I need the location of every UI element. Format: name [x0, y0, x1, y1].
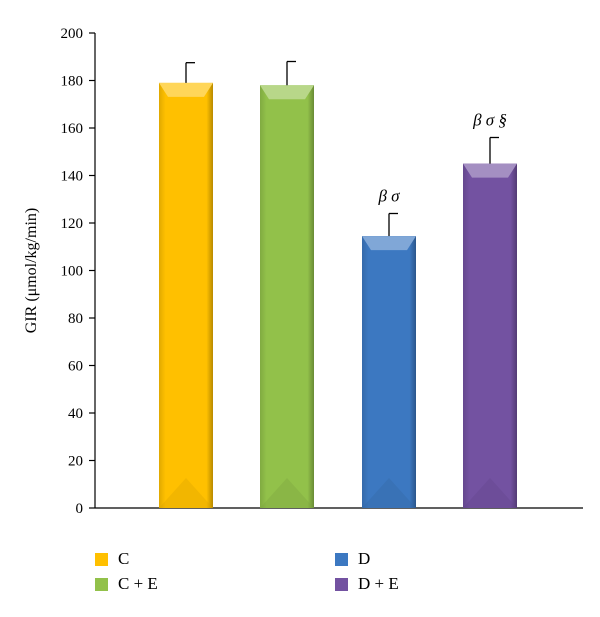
annotation-3: β σ §: [472, 111, 507, 130]
bar-bottom-bevel-2: [362, 478, 416, 508]
axes: 0 20 40 60 80 100 120 140 160 180 200 GIR (μmol/kg/…: [23, 26, 583, 517]
legend-label-d: D: [358, 549, 371, 568]
bar-top-bevel-1: [260, 85, 314, 100]
legend-item-c: C: [95, 548, 129, 570]
bar-top-bevel-2: [362, 236, 416, 251]
legend-item-c-e: C + E: [95, 573, 158, 595]
y-tick-label: 180: [61, 74, 84, 90]
y-tick-label: 0: [76, 501, 84, 517]
bar-top-bevel-0: [159, 82, 213, 97]
y-tick-label: 80: [68, 311, 83, 327]
bar-top-bevel-3: [463, 163, 517, 178]
legend-item-d-e: D + E: [335, 573, 399, 595]
y-tick-label: 140: [61, 169, 84, 185]
legend-label-d-e: D + E: [358, 574, 399, 593]
y-tick-label: 160: [61, 121, 84, 137]
legend-swatch-d: [335, 552, 348, 566]
legend-swatch-c: [95, 552, 108, 566]
legend-item-d: D: [335, 548, 370, 570]
y-tick-label: 120: [61, 216, 84, 232]
bar-bottom-bevel-1: [260, 478, 314, 508]
bar-bottom-bevel-0: [159, 478, 213, 508]
annotations: β σ β σ §: [377, 111, 506, 206]
bar-2: [362, 236, 416, 508]
legend-label-c-e: C + E: [118, 574, 158, 593]
legend-swatch-d-e: [335, 577, 348, 591]
legend-label-c: C: [118, 549, 130, 568]
annotation-2: β σ: [377, 187, 400, 206]
bar-bottom-bevel-3: [463, 478, 517, 508]
y-tick-label: 40: [68, 406, 83, 422]
legend-swatch-c-e: [95, 577, 108, 591]
bars: [159, 82, 517, 508]
bar-1: [260, 85, 314, 508]
y-axis-title: GIR (μmol/kg/min): [23, 208, 40, 333]
y-tick-label: 200: [61, 26, 84, 42]
bar-3: [463, 163, 517, 508]
y-tick-label: 100: [61, 264, 84, 280]
error-bars: [185, 60, 499, 237]
y-tick-label: 20: [68, 454, 83, 470]
bar-0: [159, 82, 213, 508]
y-tick-label: 60: [68, 359, 83, 375]
legend: C D C + E D + E: [95, 548, 515, 594]
